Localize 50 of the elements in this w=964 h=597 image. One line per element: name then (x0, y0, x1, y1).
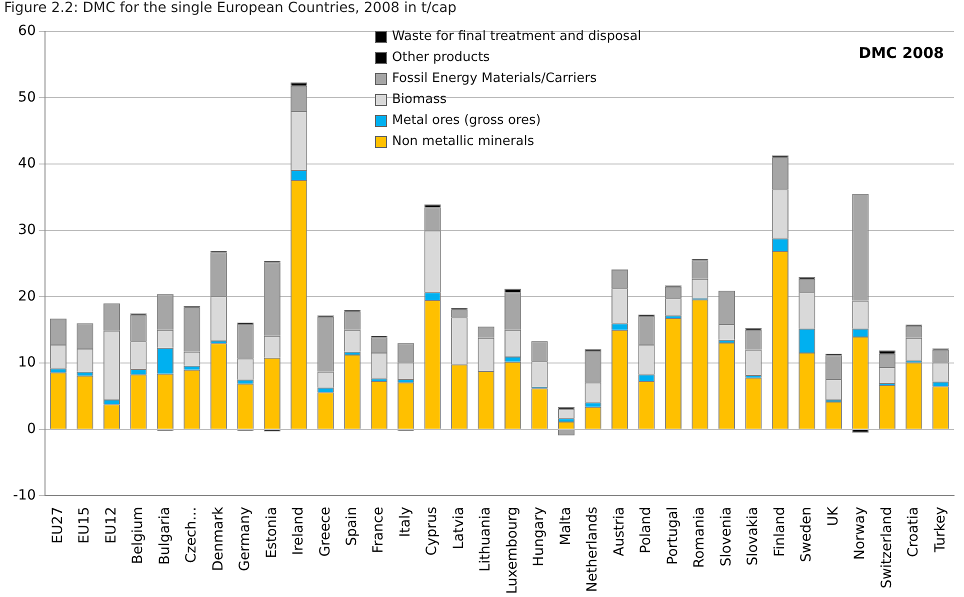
y-tick-label: 0 (26, 421, 36, 438)
y-tick-label: 20 (18, 288, 36, 304)
x-tick-label: Portugal (664, 506, 681, 565)
y-tick-label: 10 (18, 354, 36, 371)
x-tick-label: Finland (772, 506, 788, 557)
x-tick-label: Bulgaria (156, 506, 173, 565)
x-tick-label: EU15 (76, 506, 93, 544)
x-tick-label: Netherlands (584, 506, 601, 592)
x-tick-label: Cyprus (424, 506, 440, 556)
legend-label: Other products (392, 50, 490, 65)
legend-label: Non metallic minerals (392, 134, 534, 149)
x-tick-label: Poland (638, 506, 654, 554)
x-tick-label: Italy (397, 506, 414, 538)
x-tick-label: Denmark (210, 506, 226, 572)
legend-label: Waste for final treatment and disposal (392, 29, 642, 44)
x-tick-label: EU12 (103, 506, 120, 544)
x-tick-label: UK (825, 506, 842, 526)
y-tick-label: 50 (18, 89, 36, 106)
x-tick-label: Hungary (531, 506, 548, 567)
x-tick-label: Slovakia (745, 506, 762, 566)
x-tick-label: Slovenia (718, 506, 734, 566)
x-tick-label: Turkey (932, 506, 948, 554)
x-tick-label: Czech… (184, 506, 200, 564)
x-tick-label: Malta (558, 506, 574, 546)
x-tick-label: Estonia (264, 506, 280, 558)
x-tick-label: Germany (237, 506, 254, 572)
x-tick-label: Greece (317, 506, 334, 557)
legend-label: Fossil Energy Materials/Carriers (392, 71, 597, 86)
x-tick-label: Latvia (450, 506, 467, 550)
x-tick-label: EU27 (50, 506, 66, 544)
x-tick-label: Ireland (290, 506, 307, 556)
legend-label: Metal ores (gross ores) (392, 113, 541, 128)
x-tick-label: Austria (611, 506, 628, 556)
x-tick-label: France (370, 506, 387, 554)
x-tick-label: Belgium (130, 506, 146, 564)
y-tick-label: -10 (12, 487, 36, 504)
x-tick-label: Sweden (798, 506, 815, 562)
x-tick-label: Norway (852, 506, 868, 560)
x-tick-label: Lithuania (478, 506, 494, 572)
x-tick-label: Luxembourg (504, 506, 520, 594)
x-tick-label: Croatia (906, 506, 922, 558)
y-tick-label: 60 (18, 23, 36, 40)
y-tick-label: 30 (18, 222, 36, 238)
legend-label: Biomass (392, 92, 447, 107)
y-tick-label: 40 (18, 156, 36, 172)
chart-title: Figure 2.2: DMC for the single European Countries, 2008 in t/cap (4, 0, 457, 16)
x-tick-label: Romania (692, 506, 708, 568)
x-tick-label: Switzerland (878, 506, 895, 588)
annotation: DMC 2008 (858, 44, 944, 62)
x-tick-label: Spain (344, 506, 360, 546)
